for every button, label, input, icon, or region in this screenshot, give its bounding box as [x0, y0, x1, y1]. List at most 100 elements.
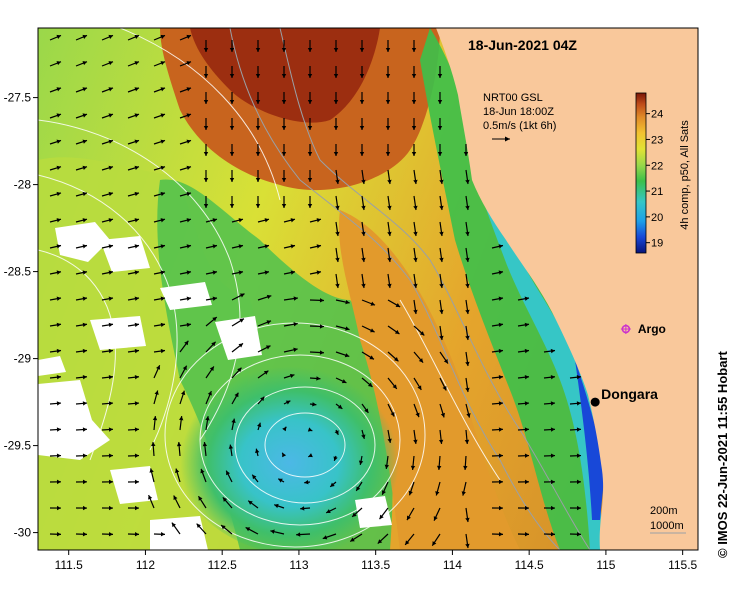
current-arrow-head-icon	[369, 355, 374, 360]
current-arrow-head-icon	[464, 439, 470, 444]
x-tick-label: 114.5	[515, 558, 544, 572]
current-arrow-head-icon	[394, 329, 400, 335]
current-arrow-head-icon	[82, 191, 87, 197]
current-arrow-head-icon	[186, 270, 191, 275]
current-arrow-head-icon	[56, 453, 61, 458]
current-arrow-head-icon	[134, 348, 139, 354]
current-arrow-head-icon	[149, 468, 154, 473]
current-arrow-head-icon	[82, 244, 87, 249]
current-arrow-head-icon	[255, 74, 261, 78]
current-arrow-head-icon	[264, 270, 269, 275]
current-arrow-head-icon	[465, 179, 470, 184]
current-arrow-head-icon	[411, 100, 417, 104]
current-arrow-head-icon	[550, 505, 555, 511]
y-tick-label: -27.5	[4, 91, 32, 105]
current-arrow-head-icon	[576, 532, 581, 537]
current-arrow-head-icon	[56, 87, 61, 92]
plot-frame	[37, 27, 699, 551]
colorbar-tick-label: 21	[651, 186, 663, 198]
current-arrow-head-icon	[498, 375, 503, 380]
current-arrow-head-icon	[335, 283, 340, 288]
current-arrow-head-icon	[465, 283, 470, 288]
current-arrow-head-icon	[290, 218, 295, 223]
current-arrow-head-icon	[134, 479, 139, 485]
current-arrow-head-icon	[108, 453, 113, 458]
current-arrow-head-icon	[134, 87, 139, 92]
current-arrow-head-icon	[387, 438, 392, 443]
x-tick-label: 115.5	[668, 558, 697, 572]
current-arrow-head-icon	[281, 126, 287, 130]
current-arrow-head-icon	[439, 231, 444, 236]
current-arrow-head-icon	[160, 244, 165, 249]
current-arrow-head-icon	[238, 218, 243, 223]
current-arrow-head-icon	[356, 486, 361, 491]
current-arrow-head-icon	[417, 385, 422, 390]
current-arrow-head-icon	[186, 165, 191, 170]
current-arrow-head-icon	[229, 178, 235, 182]
current-arrow-head-icon	[437, 74, 443, 78]
current-arrow-head-icon	[498, 479, 503, 485]
current-arrow-head-icon	[108, 165, 113, 170]
current-arrow-head-icon	[413, 309, 418, 314]
current-arrow-head-icon	[333, 74, 339, 78]
current-arrow-head-icon	[182, 365, 187, 371]
current-arrow-head-icon	[359, 74, 365, 78]
current-arrow-head-icon	[228, 444, 234, 449]
current-arrow-head-icon	[300, 506, 305, 511]
current-arrow-head-icon	[134, 532, 139, 537]
current-arrow-head-icon	[82, 165, 87, 170]
current-arrow-head-icon	[82, 87, 87, 92]
current-arrow-head-icon	[392, 384, 397, 389]
current-arrow-head-icon	[282, 426, 287, 432]
current-arrow-head-icon	[255, 448, 260, 454]
current-arrow-head-icon	[274, 503, 279, 509]
current-arrow-head-icon	[465, 543, 470, 548]
current-arrow-head-icon	[160, 322, 165, 328]
colorbar-tick-label: 19	[651, 238, 663, 250]
current-arrow-head-icon	[413, 257, 418, 262]
current-arrow-head-icon	[361, 205, 366, 210]
current-arrow-head-icon	[211, 341, 216, 347]
y-axis: -27.5 -28 -28.5 -29 -29.5 -30	[4, 91, 38, 540]
current-arrow-head-icon	[413, 179, 418, 184]
current-arrow-head-icon	[56, 270, 61, 275]
current-arrow-head-icon	[282, 452, 287, 458]
current-arrow-head-icon	[252, 474, 257, 480]
current-arrow-head-icon	[293, 296, 298, 301]
current-arrow-head-icon	[82, 296, 87, 301]
current-arrow-head-icon	[463, 465, 468, 470]
current-arrow-head-icon	[264, 244, 269, 249]
current-arrow-head-icon	[435, 491, 440, 496]
current-arrow-head-icon	[108, 34, 113, 39]
map-title: 18-Jun-2021 04Z	[468, 37, 577, 53]
current-arrow-head-icon	[385, 126, 391, 130]
current-arrow-head-icon	[134, 113, 139, 118]
current-arrow-head-icon	[203, 48, 209, 52]
current-arrow-head-icon	[198, 496, 203, 501]
current-arrow-head-icon	[359, 126, 365, 130]
current-arrow-head-icon	[186, 218, 191, 223]
current-arrow-head-icon	[134, 165, 139, 170]
current-arrow-head-icon	[82, 505, 87, 511]
current-arrow-head-icon	[134, 34, 139, 39]
current-arrow-head-icon	[56, 532, 61, 537]
current-arrow-head-icon	[265, 345, 271, 350]
current-arrow-head-icon	[285, 400, 291, 405]
current-arrow-head-icon	[335, 231, 340, 236]
current-arrow-head-icon	[550, 532, 555, 537]
current-arrow-head-icon	[333, 152, 339, 156]
current-arrow-head-icon	[134, 505, 139, 511]
current-arrow-head-icon	[333, 100, 339, 104]
current-arrow-head-icon	[465, 361, 470, 366]
colorbar-tick-label: 23	[651, 134, 663, 146]
current-arrow-head-icon	[498, 453, 503, 458]
current-arrow-head-icon	[439, 335, 444, 340]
current-arrow-head-icon	[463, 152, 469, 156]
current-arrow-head-icon	[498, 270, 503, 275]
current-arrow-head-icon	[160, 218, 165, 223]
current-arrow-head-icon	[361, 283, 366, 288]
current-arrow-head-icon	[239, 318, 244, 323]
argo-marker-icon	[620, 324, 631, 335]
current-arrow-head-icon	[203, 152, 209, 156]
current-arrow-head-icon	[377, 539, 383, 544]
